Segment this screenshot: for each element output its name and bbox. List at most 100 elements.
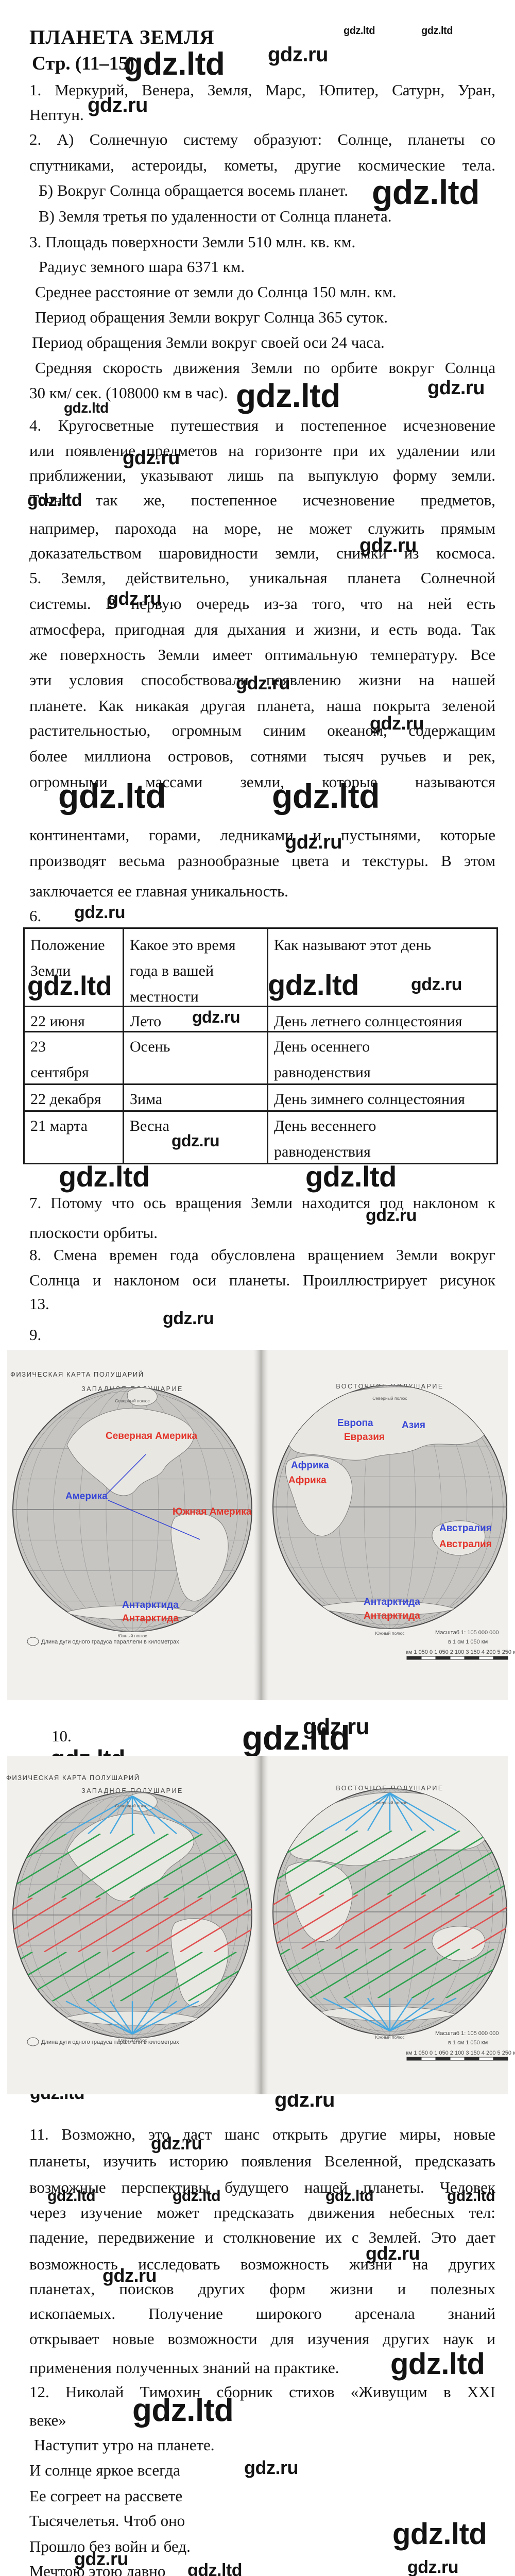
continent-label-red: Южная Америка [173, 1506, 252, 1517]
svg-text:км 1 050 0 1 050 2: км 1 050 0 1 050 2 100 3 150 4 200 5 250… [406, 1649, 515, 1655]
watermark: gdz.ru [359, 535, 417, 556]
table-cell: Как называют этот день [274, 937, 432, 954]
text-line: растительностью, огромным синим океаном,… [29, 721, 495, 739]
table-cell: 23 сентября [30, 1038, 89, 1081]
text-line: веке» [29, 2411, 66, 2429]
svg-text:Длина дуги одного градуса пара: Длина дуги одного градуса параллели в ки… [41, 2039, 179, 2045]
continent-label-red: Северная Америка [106, 1431, 198, 1442]
page-title: ПЛАНЕТА ЗЕМЛЯ [29, 26, 215, 48]
text-line: Б) Вокруг Солнца обращается восемь плане… [39, 181, 348, 199]
watermark: gdz.ltd [372, 173, 480, 211]
continent-label-blue: Азия [402, 1420, 425, 1431]
watermark: gdz.ltd [421, 25, 453, 37]
svg-text:Масштаб 1: 105 000 000: Масштаб 1: 105 000 000 [435, 2030, 499, 2037]
watermark: gdz.ltd [242, 1719, 350, 1757]
text-line: Ее согреет на рассвете [29, 2487, 183, 2505]
text-line: системы. В первую очередь из-за того, чт… [29, 595, 495, 613]
svg-text:Северный полюс: Северный полюс [372, 1396, 407, 1401]
table-cell: Зима [130, 1091, 163, 1108]
svg-text:ВОСТОЧНОЕ ПОЛУШАРИЕ: ВОСТОЧНОЕ ПОЛУШАРИЕ [336, 1785, 443, 1792]
watermark: gdz.ru [303, 1714, 369, 1739]
table-cell: Какое это время года в вашей местности [130, 937, 236, 1005]
text-line: Период обращения Земли вокруг Солнца 365… [35, 308, 388, 326]
watermark: gdz.ru [411, 975, 462, 994]
text-line: 3. Площадь поверхности Земли 510 млн. кв… [29, 233, 356, 251]
watermark: gdz.ru [268, 43, 328, 66]
svg-text:ФИЗИЧЕСКАЯ КАРТА ПОЛУШАРИЙ: ФИЗИЧЕСКАЯ КАРТА ПОЛУШАРИЙ [10, 1370, 144, 1378]
continent-label-blue: Африка [291, 1460, 329, 1471]
watermark: gdz.ltd [305, 1160, 397, 1193]
watermark: gdz.ru [107, 588, 161, 609]
text-line: возможность исследовать возможность жизн… [29, 2255, 495, 2273]
watermark: gdz.ru [366, 2243, 420, 2264]
text-line: Солнца и наклоном оси планеты. Проиллюст… [29, 1271, 495, 1289]
table-cell: День летнего солнцестояния [274, 1013, 462, 1030]
svg-text:Южный полюс: Южный полюс [118, 2038, 148, 2043]
watermark: gdz.ru [171, 1131, 219, 1150]
svg-text:Длина дуги одного градуса пара: Длина дуги одного градуса параллели в ки… [41, 1639, 179, 1645]
text-line: плоскости орбиты. [29, 1224, 158, 1242]
text-line: 11. Возможно, это даст шанс открыть друг… [29, 2125, 495, 2143]
watermark: gdz.ru [74, 2548, 128, 2569]
text-line: континентами, горами, ледниками и пустын… [29, 826, 495, 844]
text-line: падение, передвижение и столкновение их … [29, 2228, 495, 2246]
svg-text:Северный полюс: Северный полюс [115, 1803, 150, 1808]
text-line: открывает новые возможности для изучения… [29, 2330, 495, 2348]
table-cell: Лето [130, 1013, 162, 1030]
text-line: же поверхность Земли имеет оптимальную т… [29, 646, 495, 664]
watermark: gdz.ru [102, 2265, 157, 2286]
table-cell: 21 марта [30, 1117, 88, 1134]
svg-text:км 1 050 0 1 050 2: км 1 050 0 1 050 2 100 3 150 4 200 5 250… [406, 2050, 515, 2056]
table-border [23, 1006, 496, 1007]
text-line: И солнце яркое всегда [29, 2461, 180, 2479]
svg-text:Южный полюс: Южный полюс [375, 2035, 405, 2040]
text-line: Период обращения Земли вокруг своей оси … [32, 333, 385, 351]
text-line: эти условия способствовали появлению жиз… [29, 671, 495, 689]
watermark: gdz.ltd [268, 969, 359, 1001]
table-cell: Осень [130, 1038, 170, 1055]
text-line: например, парохода на море, не может слу… [29, 519, 495, 537]
page-subtitle: Стр. (11–15) [32, 53, 135, 74]
hemispheres-hatched-map-figure: ФИЗИЧЕСКАЯ КАРТА ПОЛУШАРИЙ ЗАПАДНОЕ ПОЛУШ… [6, 1756, 515, 2094]
watermark: gdz.ru [244, 2457, 298, 2478]
continent-label-blue: Антарктида [364, 1597, 420, 1607]
watermark: gdz.ru [192, 1008, 240, 1026]
text-line: 12. Николай Тимохин сборник стихов «Живу… [29, 2383, 495, 2401]
continent-label-red: Евразия [344, 1432, 385, 1443]
continent-label-blue: Австралия [439, 1523, 492, 1534]
watermark: gdz.ru [236, 672, 290, 693]
text-line: производят весьма разнообразные цвета и … [29, 852, 495, 870]
table-cell: День весеннего равноденствия [274, 1117, 376, 1160]
text-line: планеты, изучить историю появления Вселе… [29, 2152, 495, 2170]
watermark: gdz.ru [123, 447, 180, 469]
svg-text:в 1 см 1 050 км: в 1 см 1 050 км [448, 2040, 488, 2046]
svg-text:Масштаб 1: 105 000 000: Масштаб 1: 105 000 000 [435, 1630, 499, 1636]
watermark: gdz.ru [163, 1309, 214, 1328]
watermark: gdz.ltd [47, 2188, 96, 2205]
watermark: gdz.ltd [344, 25, 375, 37]
text-line: 4. Кругосветные путешествия и постепенно… [29, 416, 495, 434]
watermark: gdz.ru [151, 2134, 202, 2154]
watermark: gdz.ltd [27, 971, 112, 1001]
table-border [496, 927, 498, 1163]
text-line: Среднее расстояние от земли до Солнца 15… [35, 283, 397, 301]
watermark: gdz.ru [370, 713, 424, 734]
watermark: gdz.ru [427, 377, 485, 399]
table-border [23, 1083, 496, 1085]
table-border [23, 1163, 498, 1164]
text-line: 13. [29, 1295, 49, 1313]
svg-text:в 1 см 1 050 км: в 1 см 1 050 км [448, 1639, 488, 1645]
svg-text:ЗАПАДНОЕ ПОЛУШАРИЕ: ЗАПАДНОЕ ПОЛУШАРИЕ [81, 1787, 183, 1794]
text-line: более миллиона островов, сотнями тысяч р… [29, 747, 495, 765]
table-cell: Весна [130, 1117, 169, 1134]
continent-label-blue: Антарктида [122, 1600, 179, 1611]
watermark: gdz.ltd [124, 46, 225, 82]
table-border [123, 927, 124, 1163]
text-line: планетах, поисков других форм жизни и по… [29, 2280, 495, 2298]
continent-label-red: Африка [288, 1475, 327, 1486]
text-line: 5. Земля, действительно, уникальная план… [29, 569, 495, 587]
svg-text:Северный полюс: Северный полюс [372, 1800, 407, 1805]
watermark: gdz.ru [366, 1206, 417, 1225]
table-border [23, 927, 25, 1163]
text-line: 30 км/ сек. (108000 км в час). [29, 384, 228, 402]
